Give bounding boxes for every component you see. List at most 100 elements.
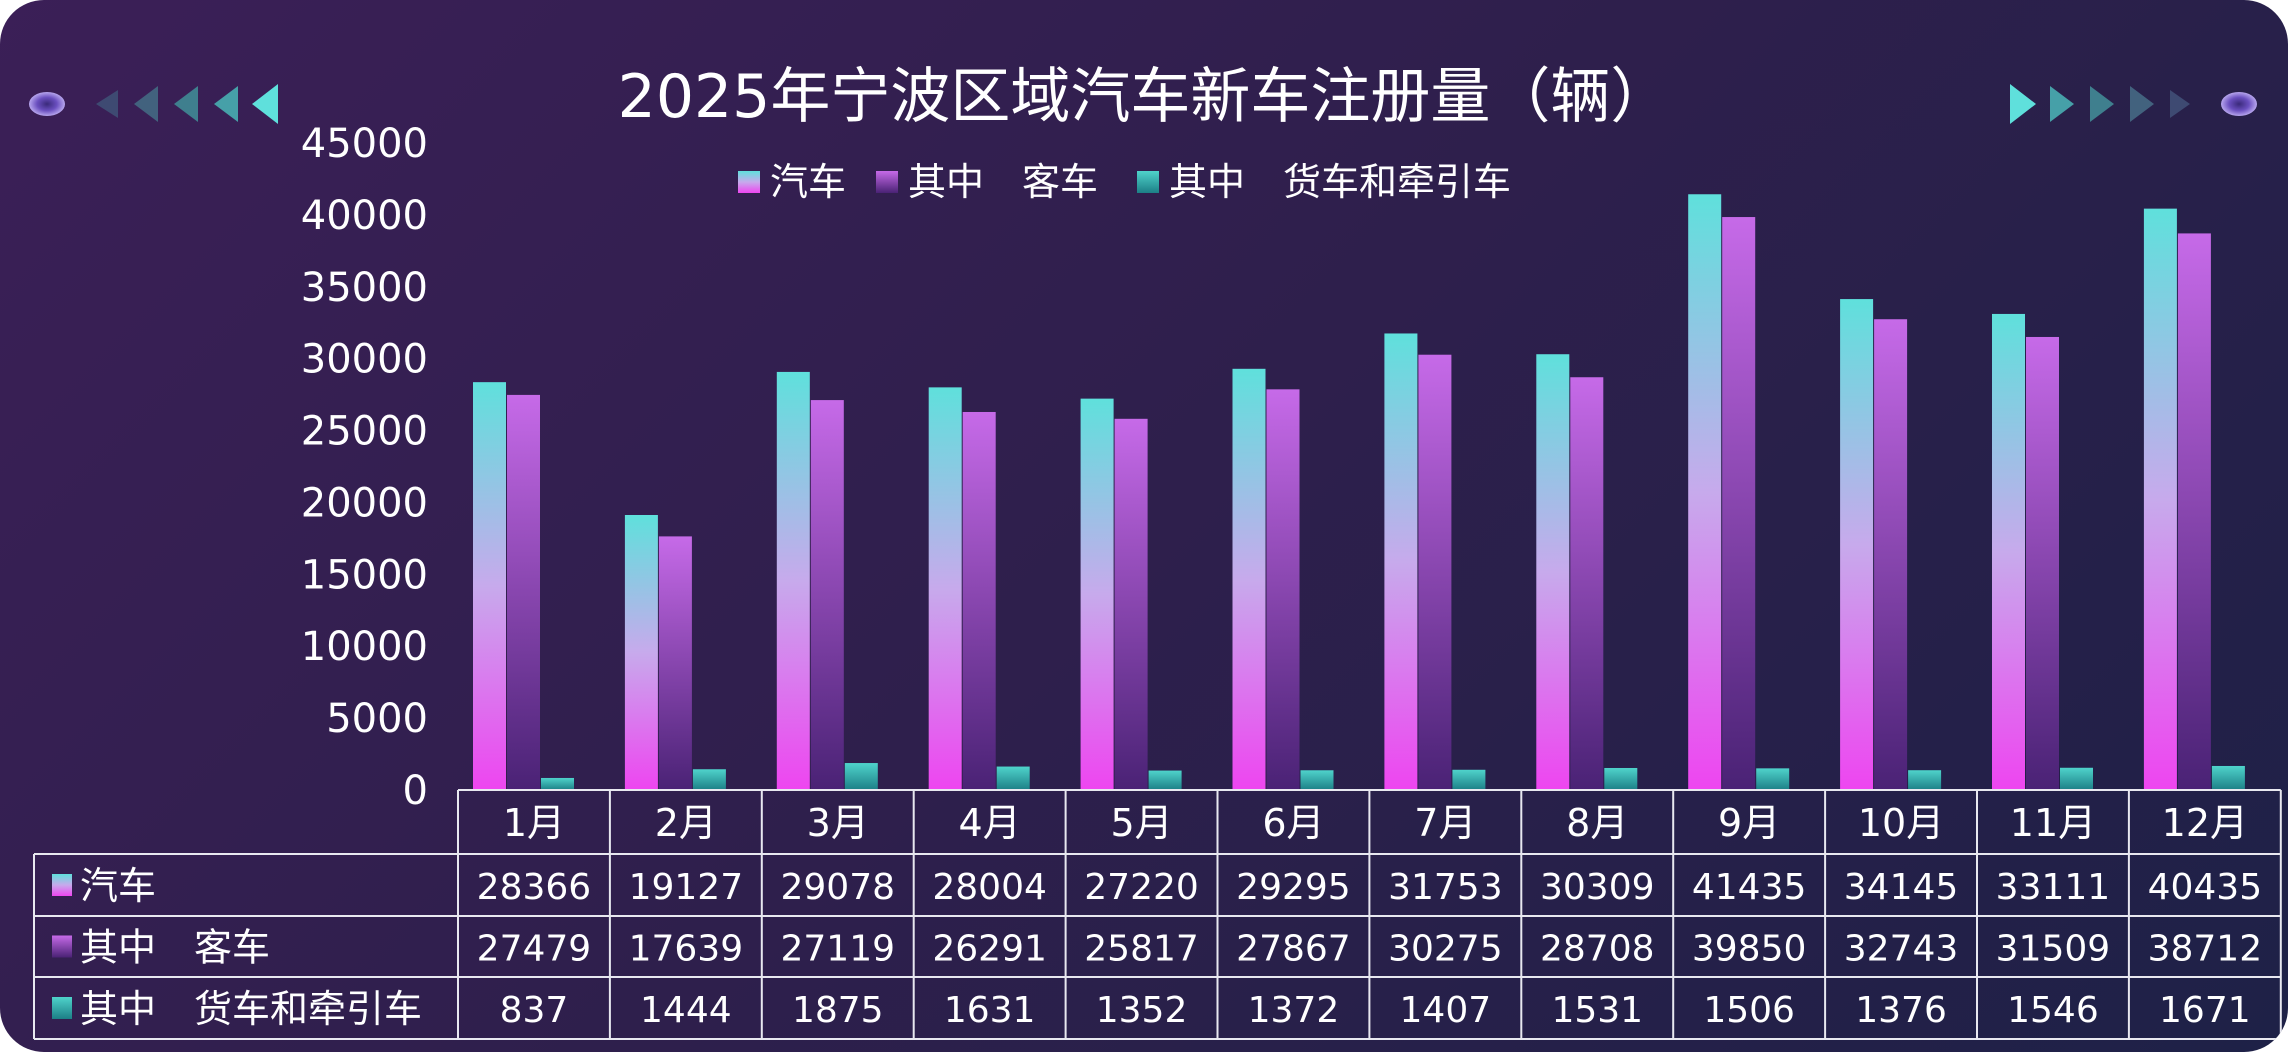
x-tick-label: 9月 <box>1718 801 1780 845</box>
y-tick-label: 25000 <box>301 409 428 455</box>
table-cell: 837 <box>500 990 569 1031</box>
bar <box>624 514 658 790</box>
table-cell: 41435 <box>1692 867 1807 908</box>
x-tick-label: 6月 <box>1262 801 1324 845</box>
legend-swatch <box>876 171 898 193</box>
legend: 汽车 其中 客车 其中 货车和牵引车 <box>738 160 1511 204</box>
bar <box>1300 770 1334 790</box>
right-ornament-icon <box>2010 84 2257 124</box>
table-cell: 38712 <box>2148 929 2263 970</box>
table-cell: 40435 <box>2148 867 2263 908</box>
table-cell: 1546 <box>2007 990 2099 1031</box>
table-cell: 1506 <box>1703 990 1795 1031</box>
x-tick-label: 5月 <box>1110 801 1172 845</box>
table-cell: 26291 <box>932 929 1047 970</box>
bar <box>844 763 878 790</box>
table-legend-swatch <box>52 997 72 1019</box>
bar <box>2143 208 2177 791</box>
bar <box>996 766 1030 790</box>
table-cell: 1531 <box>1551 990 1643 1031</box>
bar <box>2026 336 2059 790</box>
legend-swatch <box>738 171 760 193</box>
bar <box>776 371 810 790</box>
table-cell: 27479 <box>477 929 592 970</box>
table-cell: 1631 <box>944 990 1036 1031</box>
bar <box>1874 319 1908 790</box>
table-cell: 17639 <box>629 929 744 970</box>
bar <box>507 394 540 790</box>
x-tick-label: 7月 <box>1414 801 1476 845</box>
table-row-label: 其中 客车 <box>80 926 270 970</box>
table-cell: 27867 <box>1236 929 1351 970</box>
table-cell: 31753 <box>1388 867 1503 908</box>
y-tick-label: 30000 <box>301 337 428 383</box>
bar <box>1756 768 1790 790</box>
bar <box>1722 217 1756 791</box>
y-tick-label: 35000 <box>301 265 428 311</box>
x-tick-label: 3月 <box>807 801 869 845</box>
table-cell: 1372 <box>1248 990 1340 1031</box>
x-tick-label: 4月 <box>959 801 1021 845</box>
bar <box>1114 418 1148 790</box>
legend-label: 汽车 <box>770 160 846 204</box>
y-tick-label: 15000 <box>301 552 428 598</box>
table-cell: 39850 <box>1692 929 1807 970</box>
chart-title: 2025年宁波区域汽车新车注册量（辆） <box>617 62 1671 132</box>
bar <box>1688 194 1722 790</box>
bar <box>1452 769 1486 790</box>
legend-swatch <box>1137 171 1159 193</box>
table-cell: 1352 <box>1096 990 1188 1031</box>
bar <box>2177 233 2211 790</box>
x-tick-label: 8月 <box>1566 801 1628 845</box>
table-cell: 27119 <box>780 929 895 970</box>
bar <box>1908 770 1942 790</box>
table-cell: 32743 <box>1844 929 1959 970</box>
bar <box>1536 354 1570 790</box>
x-tick-label: 2月 <box>655 801 717 845</box>
bars <box>473 194 2245 791</box>
table-cell: 1444 <box>640 990 732 1031</box>
table-cell: 1407 <box>1400 990 1492 1031</box>
bar <box>658 536 692 790</box>
table-cell: 19127 <box>629 867 744 908</box>
bar <box>1384 333 1418 790</box>
y-tick-label: 40000 <box>301 193 428 239</box>
bar <box>1992 313 2025 790</box>
bar <box>1080 398 1114 790</box>
y-tick-label: 45000 <box>301 121 428 167</box>
y-tick-label: 0 <box>403 768 428 814</box>
legend-label: 其中 货车和牵引车 <box>1169 160 1511 204</box>
table-cell: 28708 <box>1540 929 1655 970</box>
bar <box>541 777 574 790</box>
table-cell: 33111 <box>1996 867 2111 908</box>
table-row-label: 其中 货车和牵引车 <box>80 987 422 1031</box>
data-table-lines <box>33 789 2282 1040</box>
left-ornament-icon <box>29 84 278 124</box>
x-tick-label: 11月 <box>2010 801 2096 845</box>
table-cell: 1671 <box>2159 990 2251 1031</box>
bar <box>473 382 506 790</box>
bar <box>1232 368 1266 790</box>
bar <box>928 387 962 790</box>
y-tick-label: 20000 <box>301 480 428 526</box>
table-cell: 27220 <box>1084 867 1199 908</box>
bar <box>1148 770 1182 790</box>
table-cell: 31509 <box>1996 929 2111 970</box>
table-legend-swatch <box>52 935 72 958</box>
table-cell: 28366 <box>477 867 592 908</box>
bar <box>1418 354 1452 790</box>
bar <box>1570 377 1604 790</box>
table-cell: 30309 <box>1540 867 1655 908</box>
table-cell: 29078 <box>780 867 895 908</box>
y-tick-label: 10000 <box>301 624 428 670</box>
bar <box>1604 767 1638 790</box>
table-cell: 30275 <box>1388 929 1503 970</box>
x-tick-label: 10月 <box>1858 801 1944 845</box>
bar <box>2211 765 2245 790</box>
y-axis: 0 5000 10000 15000 20000 25000 30000 35000 40000… <box>301 121 428 814</box>
table-cell: 25817 <box>1084 929 1199 970</box>
x-tick-label: 12月 <box>2162 801 2248 845</box>
table-cell: 1875 <box>792 990 884 1031</box>
